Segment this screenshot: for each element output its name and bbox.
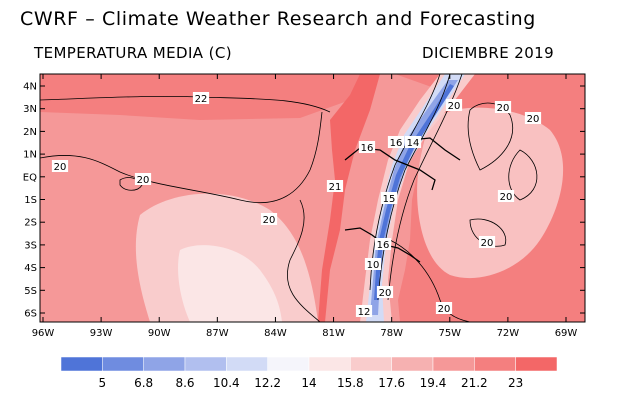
lon-tick-label: 72W bbox=[497, 328, 520, 339]
colorbar-label: 14 bbox=[301, 376, 316, 390]
contour-label: 20 bbox=[263, 215, 276, 226]
variable-label: TEMPERATURA MEDIA (C) bbox=[34, 44, 233, 62]
colorbar-swatch bbox=[184, 356, 227, 372]
contour-label: 20 bbox=[481, 238, 494, 249]
contour-label: 10 bbox=[367, 260, 380, 271]
contour-label: 20 bbox=[500, 192, 513, 203]
coast-warm-strip bbox=[318, 74, 380, 322]
andes-foothills bbox=[360, 74, 475, 322]
colorbar-label: 19.4 bbox=[420, 376, 447, 390]
colorbar-swatch bbox=[60, 356, 103, 372]
lon-tick-label: 87W bbox=[206, 328, 229, 339]
map-field bbox=[40, 74, 585, 322]
colorbar-swatch bbox=[102, 356, 144, 372]
contour-label: 20 bbox=[137, 175, 150, 186]
contour-label: 20 bbox=[379, 288, 392, 299]
lon-tick-label: 78W bbox=[380, 328, 403, 339]
contour-label: 15 bbox=[383, 194, 396, 205]
lat-tick-label: 3S bbox=[24, 240, 37, 251]
colorbar: 5 6.8 8.6 10.4 12.2 14 15.8 17.6 19.4 21.2 23 bbox=[60, 356, 558, 390]
lat-tick-label: 6S bbox=[24, 309, 37, 320]
colorbar-swatch bbox=[267, 356, 310, 372]
contour-label: 20 bbox=[54, 162, 67, 173]
contour-label: 20 bbox=[448, 101, 461, 112]
contour-label: 12 bbox=[358, 307, 371, 318]
contour-label: 20 bbox=[438, 304, 451, 315]
colorbar-label: 8.6 bbox=[175, 376, 194, 390]
lat-tick-label: 5S bbox=[24, 286, 37, 297]
colorbar-swatch bbox=[432, 356, 475, 372]
colorbar-swatch bbox=[350, 356, 392, 372]
lat-tick-label: 2N bbox=[23, 127, 37, 138]
lon-tick-label: 90W bbox=[148, 328, 171, 339]
longitude-axis: 96W 93W 90W 87W 84W 81W 78W 75W 72W 69W bbox=[32, 74, 578, 339]
lat-tick-label: 4S bbox=[24, 263, 37, 274]
lat-tick-label: EQ bbox=[23, 172, 37, 183]
colorbar-swatch bbox=[226, 356, 268, 372]
lat-tick-label: 1S bbox=[24, 195, 37, 206]
colorbar-label: 10.4 bbox=[213, 376, 240, 390]
lat-tick-label: 1N bbox=[23, 150, 37, 161]
contour-label: 16 bbox=[361, 143, 374, 154]
contour-lines bbox=[40, 74, 538, 322]
lat-tick-label: 4N bbox=[23, 82, 37, 93]
contour-label: 22 bbox=[195, 94, 208, 105]
colorbar-swatch bbox=[515, 356, 558, 372]
contour-label: 16 bbox=[377, 240, 390, 251]
colorbar-label: 5 bbox=[99, 376, 107, 390]
lon-tick-label: 84W bbox=[264, 328, 287, 339]
coolest-tongue bbox=[178, 245, 282, 322]
latitude-axis: 4N 3N 2N 1N EQ 1S 2S 3S 4S 5S 6S bbox=[23, 82, 585, 320]
lat-tick-label: 2S bbox=[24, 218, 37, 229]
lat-tick-label: 3N bbox=[23, 104, 37, 115]
colorbar-label: 23 bbox=[508, 376, 523, 390]
land-cool-patch bbox=[417, 107, 564, 279]
contour-labels: 22 20 20 20 20 20 20 20 20 21 16 14 16 16 20 12 20 15 10 bbox=[51, 92, 542, 318]
plot-frame bbox=[39, 73, 586, 323]
lon-tick-label: 75W bbox=[438, 328, 461, 339]
colorbar-label: 12.2 bbox=[254, 376, 281, 390]
colorbar-swatch bbox=[474, 356, 516, 372]
lon-tick-label: 81W bbox=[322, 328, 345, 339]
colorbar-label: 21.2 bbox=[461, 376, 488, 390]
period-label: DICIEMBRE 2019 bbox=[422, 44, 555, 62]
colorbar-swatch bbox=[143, 356, 186, 372]
map-title: CWRF – Climate Weather Research and Fore… bbox=[20, 8, 536, 30]
colorbar-swatch bbox=[391, 356, 434, 372]
lon-tick-label: 96W bbox=[32, 328, 55, 339]
contour-label: 20 bbox=[497, 103, 510, 114]
lon-tick-label: 93W bbox=[90, 328, 113, 339]
contour-label: 21 bbox=[329, 182, 342, 193]
colorbar-swatch bbox=[308, 356, 351, 372]
contour-label: 16 bbox=[390, 138, 403, 149]
contour-label: 20 bbox=[527, 114, 540, 125]
contour-label: 14 bbox=[407, 138, 420, 149]
colorbar-label: 15.8 bbox=[337, 376, 364, 390]
lon-tick-label: 69W bbox=[555, 328, 578, 339]
colorbar-label: 6.8 bbox=[134, 376, 153, 390]
colorbar-label: 17.6 bbox=[378, 376, 405, 390]
